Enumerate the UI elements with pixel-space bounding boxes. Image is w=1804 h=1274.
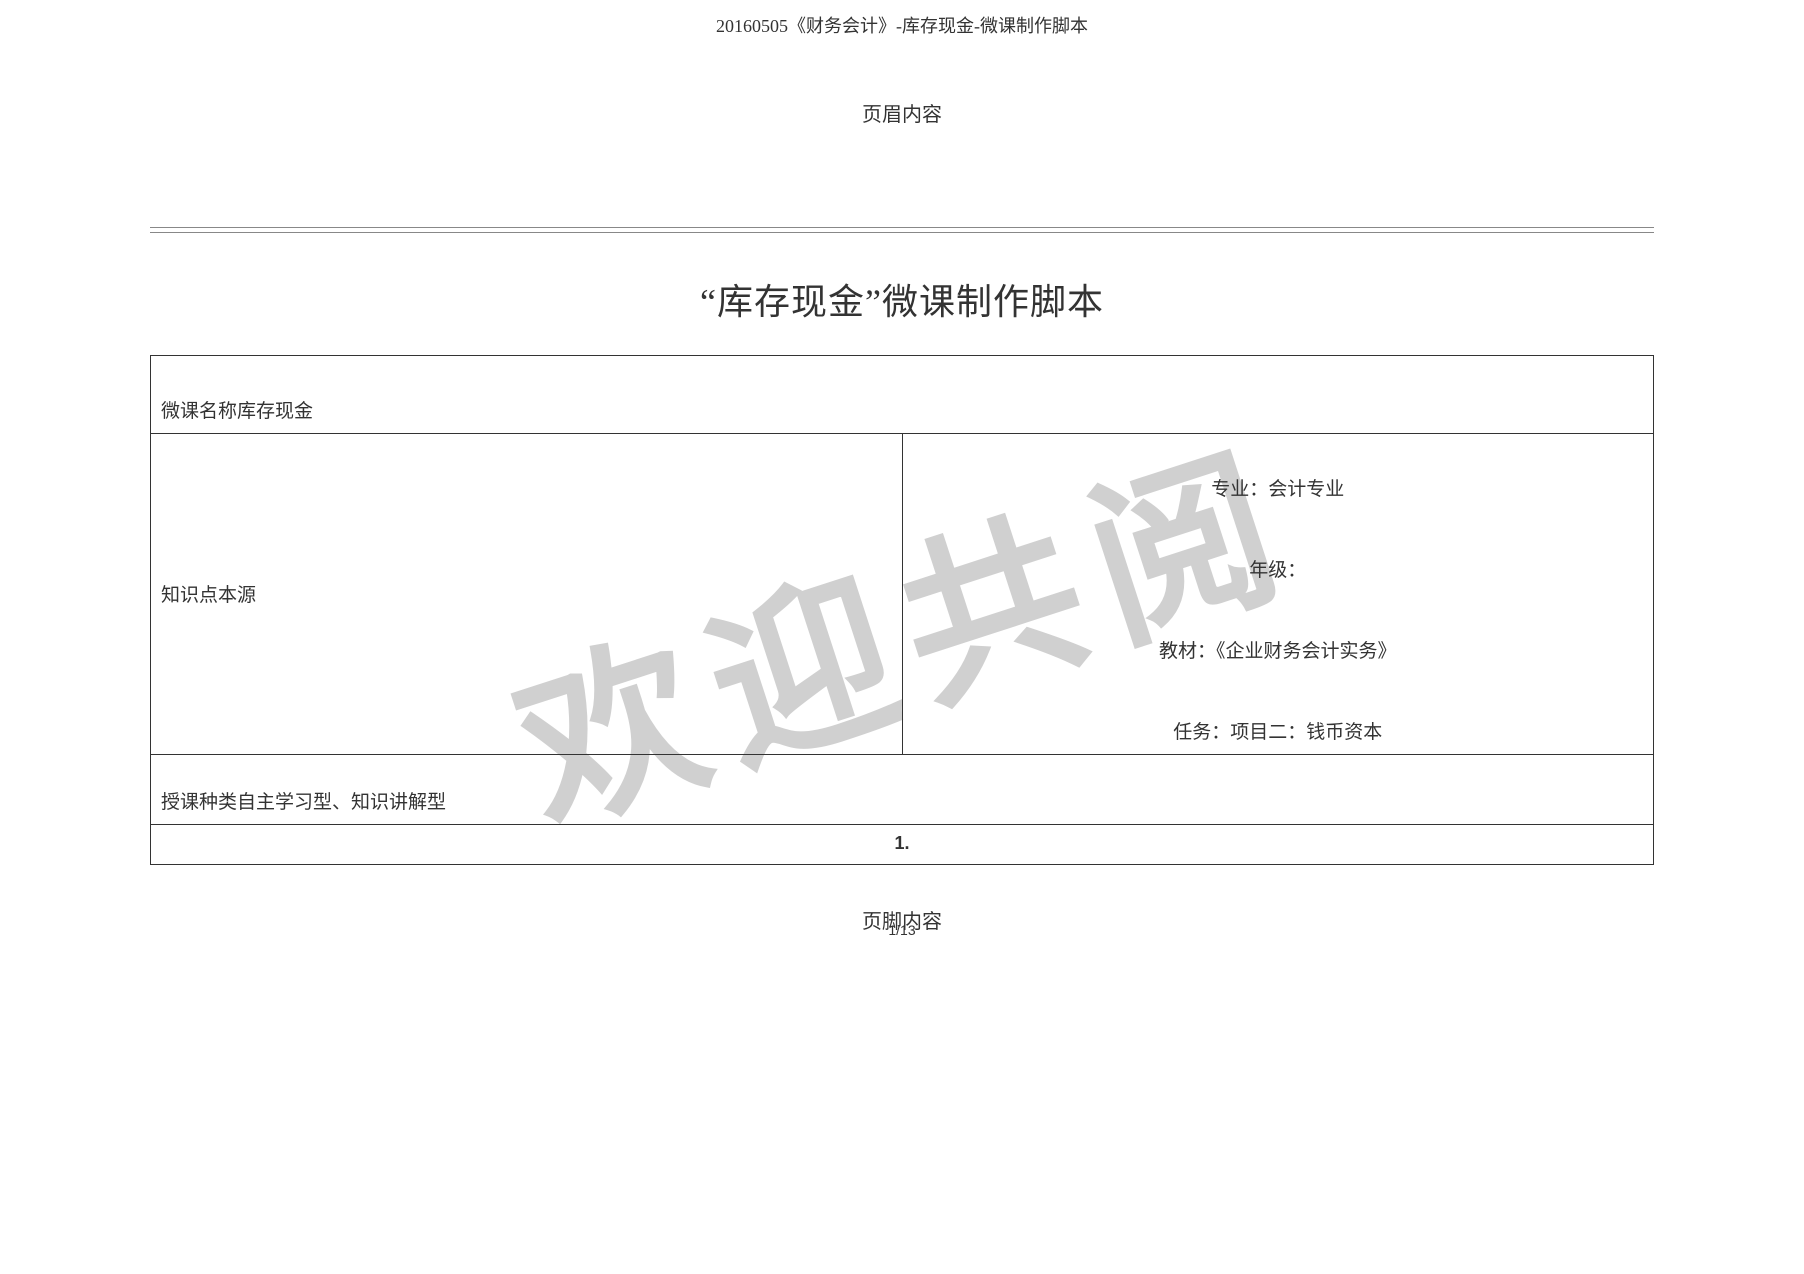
source-line-grade: 年级： <box>913 555 1644 582</box>
row3-cell: 授课种类自主学习型、知识讲解型 <box>151 755 1654 825</box>
table-row-teaching-type: 授课种类自主学习型、知识讲解型 <box>151 755 1654 825</box>
grade-label: 年级： <box>1249 560 1306 581</box>
table-row-knowledge-source: 知识点本源 专业：会计专业 年级： 教材：《企业财务会计实务》 任务：项目二：钱… <box>151 434 1654 755</box>
row3-value: 自主学习型、知识讲解型 <box>237 792 446 813</box>
task-label: 任务： <box>1173 722 1230 743</box>
horizontal-rule-top-2 <box>150 232 1654 233</box>
table-row-number: 1. <box>151 825 1654 865</box>
textbook-label: 教材： <box>1159 641 1216 662</box>
row1-value: 库存现金 <box>237 401 313 422</box>
source-line-textbook: 教材：《企业财务会计实务》 <box>913 636 1644 663</box>
row2-label-cell: 知识点本源 <box>151 434 903 755</box>
row2-value-cell: 专业：会计专业 年级： 教材：《企业财务会计实务》 任务：项目二：钱币资本 <box>902 434 1654 755</box>
page-number: 1/13 <box>0 922 1804 938</box>
row3-label: 授课种类 <box>161 792 237 813</box>
table-row-course-name: 微课名称库存现金 <box>151 356 1654 434</box>
main-title: “库存现金”微课制作脚本 <box>150 273 1654 325</box>
horizontal-rule-top <box>150 227 1654 228</box>
row1-label: 微课名称 <box>161 401 237 422</box>
major-label: 专业： <box>1211 479 1268 500</box>
source-line-major: 专业：会计专业 <box>913 474 1644 501</box>
row4-cell: 1. <box>151 825 1654 865</box>
info-table: 微课名称库存现金 知识点本源 专业：会计专业 年级： 教材：《企业财务会计实务》… <box>150 355 1654 865</box>
document-header-title: 20160505《财务会计》-库存现金-微课制作脚本 <box>0 0 1804 38</box>
content-area: “库存现金”微课制作脚本 微课名称库存现金 知识点本源 专业：会计专业 年级： … <box>150 227 1654 865</box>
source-line-task: 任务：项目二：钱币资本 <box>913 717 1644 744</box>
row2-label: 知识点本源 <box>161 585 256 606</box>
textbook-value: 《企业财务会计实务》 <box>1216 641 1397 662</box>
page-header-label: 页眉内容 <box>0 98 1804 127</box>
major-value: 会计专业 <box>1268 479 1344 500</box>
row4-value: 1. <box>894 833 909 853</box>
task-value: 项目二：钱币资本 <box>1230 722 1382 743</box>
row1-cell: 微课名称库存现金 <box>151 356 1654 434</box>
